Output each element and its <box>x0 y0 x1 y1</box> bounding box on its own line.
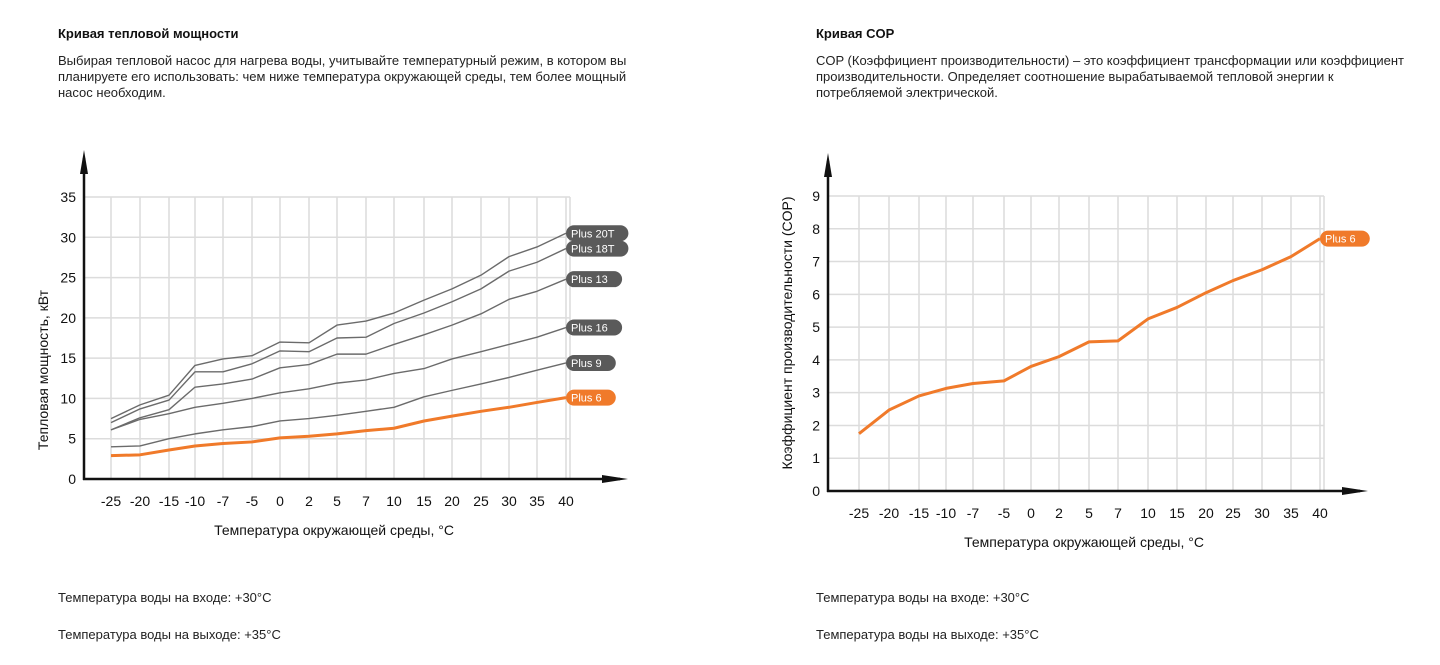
legend-badge-bg <box>566 225 629 242</box>
heat-x-axis-label: Температура окружающей среды, °C <box>214 522 454 538</box>
heat-series-line-plus-13 <box>110 278 567 431</box>
cop-y-tick-label: 8 <box>812 221 820 237</box>
cop-y-tick-label: 9 <box>812 188 820 204</box>
cop-y-tick-label: 7 <box>812 254 820 270</box>
heat-output-description: Выбирая тепловой насос для нагрева воды,… <box>58 53 627 100</box>
heat-x-tick-label: -15 <box>159 493 179 509</box>
heat-x-tick-label: -7 <box>217 493 230 509</box>
heat-x-tick-label: -10 <box>185 493 205 509</box>
cop-y-tick-label: 2 <box>812 417 820 433</box>
legend-badge-label: Plus 18T <box>571 244 615 256</box>
heat-y-axis-arrow-icon <box>80 150 88 174</box>
heat-x-tick-label: 40 <box>558 493 574 509</box>
cop-description: COP (Коэффициент производительности) – э… <box>816 53 1404 100</box>
cop-x-tick-label: 20 <box>1198 505 1214 521</box>
legend-badge-label: Plus 9 <box>571 358 602 370</box>
heat-x-tick-label: 30 <box>501 493 517 509</box>
heat-output-title: Кривая тепловой мощности <box>58 26 239 41</box>
heat-x-axis-arrow-icon <box>602 475 628 483</box>
heat-output-water-in-note: Температура воды на входе: +30°C <box>58 590 272 605</box>
heat-y-tick-label: 25 <box>60 270 76 286</box>
cop-y-tick-label: 6 <box>812 286 820 302</box>
heat-y-tick-label: 0 <box>68 471 76 487</box>
heat-x-tick-label: 35 <box>529 493 545 509</box>
legend-badge-bg <box>566 271 623 288</box>
heat-legend-badge-plus-13: Plus 13 <box>566 271 623 288</box>
heat-y-tick-label: 20 <box>60 310 76 326</box>
heat-legend-badge-plus-6: Plus 6 <box>566 389 616 406</box>
cop-x-tick-label: -5 <box>998 505 1011 521</box>
heat-x-tick-label: 20 <box>444 493 460 509</box>
legend-badge-bg <box>566 319 623 336</box>
cop-x-axis-arrow-icon <box>1342 487 1368 495</box>
heat-output-water-out-note: Температура воды на выходе: +35°C <box>58 627 281 642</box>
heat-x-tick-label: -5 <box>246 493 259 509</box>
cop-y-tick-label: 0 <box>812 483 820 499</box>
legend-badge-label: Plus 16 <box>571 323 608 335</box>
cop-legend-badge-plus-6: Plus 6 <box>1320 230 1370 247</box>
cop-x-tick-label: 7 <box>1114 505 1122 521</box>
heat-series-line-plus-20t <box>110 232 567 420</box>
cop-water-out-note: Температура воды на выходе: +35°C <box>816 627 1039 642</box>
heat-y-tick-label: 30 <box>60 229 76 245</box>
cop-y-tick-label: 3 <box>812 385 820 401</box>
heat-series-line-plus-6 <box>110 396 567 458</box>
cop-x-tick-label: 25 <box>1225 505 1241 521</box>
heat-x-tick-label: 2 <box>305 493 313 509</box>
cop-y-axis-label: Коэффициент производительности (COP) <box>779 196 795 469</box>
cop-x-tick-label: -10 <box>936 505 956 521</box>
cop-y-tick-label: 4 <box>812 352 820 368</box>
legend-badge-label: Plus 20T <box>571 228 615 240</box>
legend-badge-label: Plus 13 <box>571 274 608 286</box>
heat-y-tick-label: 15 <box>60 350 76 366</box>
cop-x-tick-label: 0 <box>1027 505 1035 521</box>
legend-badge-bg <box>1320 230 1370 247</box>
cop-x-tick-label: 5 <box>1085 505 1093 521</box>
heat-y-tick-label: 10 <box>60 390 76 406</box>
heat-x-tick-label: 10 <box>386 493 402 509</box>
heat-y-tick-label: 35 <box>60 189 76 205</box>
cop-title: Кривая COP <box>816 26 895 41</box>
heat-x-tick-label: 7 <box>362 493 370 509</box>
heat-x-tick-label: 0 <box>276 493 284 509</box>
heat-y-tick-label: 5 <box>68 431 76 447</box>
cop-x-tick-label: 40 <box>1312 505 1328 521</box>
legend-badge-label: Plus 6 <box>571 393 602 405</box>
legend-badge-bg <box>566 240 629 257</box>
heat-series-line-plus-16 <box>110 326 567 431</box>
heat-legend-badge-plus-20t: Plus 20T <box>566 225 629 242</box>
cop-x-tick-label: -20 <box>879 505 899 521</box>
heat-y-axis-label: Тепловая мощность, кВт <box>35 289 51 450</box>
cop-y-axis-arrow-icon <box>824 153 832 177</box>
cop-x-tick-label: 10 <box>1140 505 1156 521</box>
cop-series-line-plus-6 <box>858 237 1321 435</box>
heat-x-tick-label: 25 <box>473 493 489 509</box>
cop-x-tick-label: -7 <box>967 505 980 521</box>
cop-x-axis-label: Температура окружающей среды, °C <box>964 534 1204 550</box>
heat-x-tick-label: -20 <box>130 493 150 509</box>
heat-x-tick-label: 5 <box>333 493 341 509</box>
cop-y-tick-label: 1 <box>812 450 820 466</box>
cop-x-tick-label: 15 <box>1169 505 1185 521</box>
heat-series-line-plus-18t <box>110 247 567 424</box>
heat-x-tick-label: -25 <box>101 493 121 509</box>
cop-x-tick-label: -15 <box>909 505 929 521</box>
cop-x-tick-label: 35 <box>1283 505 1299 521</box>
legend-badge-label: Plus 6 <box>1325 234 1356 246</box>
cop-water-in-note: Температура воды на входе: +30°C <box>816 590 1030 605</box>
heat-legend-badge-plus-16: Plus 16 <box>566 319 623 336</box>
cop-y-tick-label: 5 <box>812 319 820 335</box>
cop-x-tick-label: -25 <box>849 505 869 521</box>
legend-badge-bg <box>566 389 616 406</box>
cop-x-tick-label: 2 <box>1055 505 1063 521</box>
heat-series-line-plus-9 <box>110 362 567 448</box>
cop-x-tick-label: 30 <box>1254 505 1270 521</box>
heat-legend-badge-plus-9: Plus 9 <box>566 354 616 371</box>
heat-legend-badge-plus-18t: Plus 18T <box>566 240 629 257</box>
legend-badge-bg <box>566 354 616 371</box>
heat-x-tick-label: 15 <box>416 493 432 509</box>
